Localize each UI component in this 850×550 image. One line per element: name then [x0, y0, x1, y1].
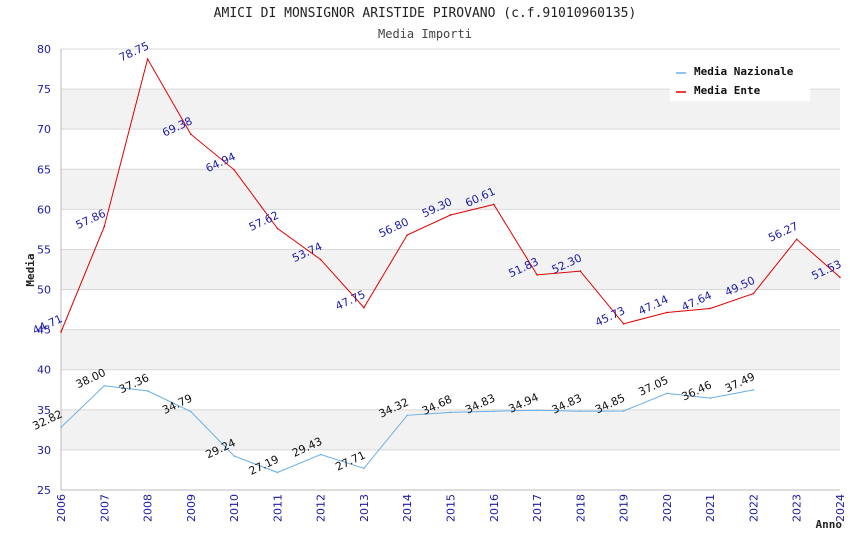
- data-point: [752, 292, 755, 295]
- x-tick-label: 2022: [747, 494, 760, 522]
- x-tick-label: 2015: [445, 494, 458, 522]
- data-label: 37.36: [117, 371, 151, 396]
- chart-subtitle: Media Importi: [378, 27, 472, 41]
- data-point: [233, 168, 235, 171]
- chart-title: AMICI DI MONSIGNOR ARISTIDE PIROVANO (c.…: [213, 6, 637, 21]
- data-point: [709, 307, 711, 310]
- x-tick-label: 2019: [618, 494, 631, 522]
- data-point: [406, 234, 409, 236]
- data-point: [319, 453, 322, 456]
- plot-band: [61, 409, 840, 450]
- data-label: 57.62: [247, 209, 281, 234]
- x-tick-label: 2012: [315, 494, 328, 522]
- x-tick-label: 2024: [834, 494, 847, 522]
- data-point: [449, 411, 452, 414]
- data-label: 78.75: [117, 39, 151, 64]
- data-point: [839, 276, 841, 279]
- data-point: [752, 389, 755, 391]
- data-point: [795, 238, 798, 241]
- x-tick-label: 2009: [185, 494, 198, 522]
- x-tick-label: 2011: [271, 494, 284, 522]
- data-point: [536, 409, 538, 412]
- data-point: [492, 203, 495, 206]
- y-tick-label: 25: [37, 484, 51, 497]
- data-point: [709, 397, 711, 399]
- data-point: [319, 258, 322, 261]
- legend-label-media-nazionale: Media Nazionale: [694, 65, 794, 78]
- data-point: [60, 331, 62, 333]
- data-point: [146, 58, 149, 60]
- y-axis-label: Media: [24, 253, 37, 286]
- data-label: 27.19: [247, 453, 281, 478]
- y-tick-label: 40: [37, 364, 51, 377]
- data-point: [233, 455, 235, 457]
- gridlines: [61, 48, 840, 491]
- y-tick-label: 70: [37, 123, 51, 136]
- y-tick-label: 60: [37, 203, 51, 216]
- x-tick-label: 2006: [55, 494, 68, 522]
- y-tick-label: 35: [37, 404, 51, 417]
- data-point: [449, 214, 452, 216]
- data-point: [190, 410, 192, 413]
- x-axis-label: Anno: [816, 518, 843, 531]
- y-tick-label: 55: [37, 243, 51, 256]
- data-label: 37.05: [636, 374, 670, 399]
- data-label: 27.71: [333, 449, 367, 474]
- y-tick-label: 50: [37, 284, 51, 297]
- legend: Media Nazionale Media Ente: [670, 60, 810, 101]
- x-tick-label: 2021: [704, 494, 717, 522]
- x-tick-label: 2020: [661, 494, 674, 522]
- data-point: [363, 306, 365, 309]
- data-point: [622, 322, 625, 325]
- x-tick-label: 2023: [791, 494, 804, 522]
- legend-label-media-ente: Media Ente: [694, 84, 761, 97]
- x-tick-label: 2017: [531, 494, 544, 522]
- plot-band: [61, 169, 840, 210]
- axes: 25 30 35 40 45 50 55 60 65 70 75 80 2006 2007 2008 2009…: [37, 43, 847, 522]
- data-point: [190, 133, 192, 135]
- data-point: [622, 410, 625, 412]
- plot-band: [61, 329, 840, 370]
- data-point: [60, 426, 62, 429]
- data-label: 47.75: [333, 288, 367, 313]
- data-point: [536, 274, 538, 276]
- y-tick-label: 45: [37, 324, 51, 337]
- y-tick-label: 75: [37, 83, 51, 96]
- data-point: [103, 225, 106, 228]
- data-point: [666, 311, 668, 314]
- x-tick-label: 2008: [142, 494, 155, 522]
- data-point: [579, 410, 582, 412]
- data-point: [276, 227, 279, 230]
- y-tick-label: 80: [37, 43, 51, 56]
- x-tick-label: 2018: [574, 494, 587, 522]
- y-tick-label: 30: [37, 444, 51, 457]
- data-point: [363, 467, 365, 470]
- data-point: [406, 414, 409, 417]
- legend-box: [670, 60, 810, 101]
- data-point: [276, 471, 279, 474]
- data-point: [103, 384, 106, 387]
- plot-band: [61, 249, 840, 290]
- data-label: 57.86: [74, 207, 108, 232]
- x-tick-label: 2013: [358, 494, 371, 522]
- data-point: [146, 390, 149, 392]
- x-tick-label: 2010: [228, 494, 241, 522]
- data-point: [492, 410, 495, 412]
- data-label: 47.14: [636, 293, 670, 318]
- x-tick-label: 2007: [98, 494, 111, 522]
- y-tick-label: 65: [37, 163, 51, 176]
- data-label: 37.49: [723, 370, 757, 395]
- x-tick-label: 2014: [401, 494, 414, 522]
- data-label: 36.46: [680, 378, 714, 403]
- x-tick-label: 2016: [488, 494, 501, 522]
- series-group: [60, 57, 841, 474]
- data-point: [579, 270, 582, 272]
- data-point: [666, 392, 668, 395]
